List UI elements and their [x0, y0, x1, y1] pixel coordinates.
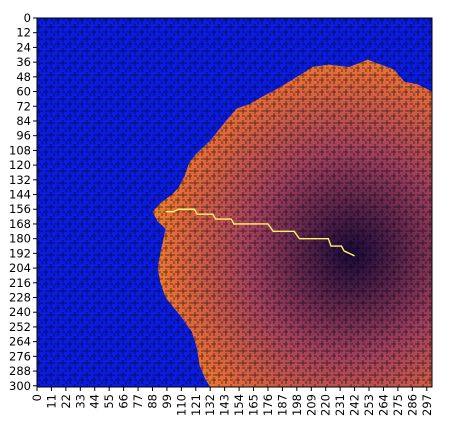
x-tick-label: 275: [391, 394, 405, 416]
x-tick-label: 165: [247, 394, 261, 416]
y-tick-label: 84: [16, 114, 31, 128]
x-axis: 0 11 22 33 44 55 66 77 88 99 110 121 132 143 154 165 176…: [30, 387, 434, 416]
x-tick-label: 242: [348, 394, 362, 416]
y-tick-label: 204: [9, 261, 31, 275]
x-tick-label: 11: [44, 394, 58, 409]
x-tick-label: 77: [131, 394, 145, 409]
y-tick-label: 0: [24, 11, 31, 25]
y-tick-label: 180: [9, 232, 31, 246]
x-tick-label: 22: [59, 394, 73, 409]
y-tick-label: 276: [9, 349, 31, 363]
x-tick-label: 209: [304, 394, 318, 416]
x-tick-label: 110: [174, 394, 188, 416]
x-tick-label: 121: [189, 394, 203, 416]
x-tick-label: 176: [261, 394, 275, 416]
y-tick-label: 216: [9, 276, 31, 290]
x-tick-label: 297: [420, 394, 434, 416]
y-tick-label: 60: [16, 85, 31, 99]
y-tick-label: 24: [16, 40, 31, 54]
x-tick-label: 264: [376, 394, 390, 416]
y-tick-label: 36: [16, 55, 31, 69]
x-tick-label: 132: [203, 394, 217, 416]
x-tick-label: 55: [102, 394, 116, 409]
y-tick-label: 300: [9, 379, 31, 393]
x-tick-label: 220: [319, 394, 333, 416]
x-tick-label: 231: [333, 394, 347, 416]
x-tick-label: 198: [290, 394, 304, 416]
y-tick-label: 168: [9, 217, 31, 231]
y-tick-label: 192: [9, 246, 31, 260]
x-tick-label: 143: [218, 394, 232, 416]
x-tick-label: 33: [73, 394, 87, 409]
y-tick-label: 288: [9, 364, 31, 378]
y-tick-label: 120: [9, 158, 31, 172]
x-tick-label: 286: [405, 394, 419, 416]
wall-texture: [37, 18, 432, 387]
y-tick-label: 132: [9, 173, 31, 187]
y-tick-label: 96: [16, 129, 31, 143]
plot-frame: [36, 17, 433, 388]
x-tick-label: 0: [30, 394, 44, 401]
y-tick-label: 48: [16, 70, 31, 84]
x-tick-label: 99: [160, 394, 174, 409]
x-tick-label: 44: [88, 394, 102, 409]
y-tick-label: 12: [16, 26, 31, 40]
x-tick-label: 154: [232, 394, 246, 416]
x-tick-label: 187: [275, 394, 289, 416]
y-tick-label: 240: [9, 305, 31, 319]
y-tick-label: 228: [9, 291, 31, 305]
shortest-path-line: [165, 208, 355, 257]
y-axis: 0122436486072849610812013214415616818019…: [9, 11, 37, 393]
x-tick-label: 253: [362, 394, 376, 416]
y-tick-label: 156: [9, 202, 31, 216]
y-tick-label: 72: [16, 99, 31, 113]
y-tick-label: 108: [9, 143, 31, 157]
x-tick-label: 88: [145, 394, 159, 409]
y-tick-label: 264: [9, 335, 31, 349]
y-tick-label: 252: [9, 320, 31, 334]
y-tick-label: 144: [9, 188, 31, 202]
x-tick-label: 66: [117, 394, 131, 409]
